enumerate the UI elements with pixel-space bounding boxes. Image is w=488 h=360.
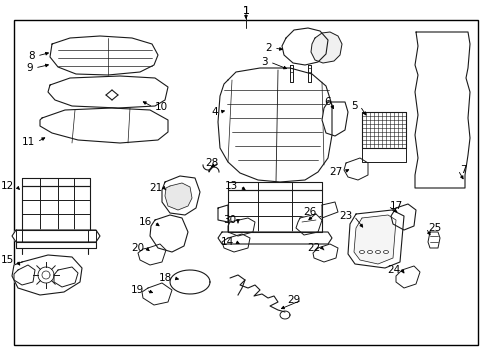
Ellipse shape [375, 251, 380, 253]
Text: 5: 5 [351, 101, 357, 111]
Text: 19: 19 [130, 285, 143, 295]
Polygon shape [361, 148, 405, 162]
Ellipse shape [367, 251, 372, 253]
Ellipse shape [359, 251, 364, 253]
Text: 29: 29 [286, 295, 299, 305]
Polygon shape [162, 176, 200, 215]
Text: 22: 22 [306, 243, 319, 253]
Polygon shape [40, 108, 168, 143]
Polygon shape [16, 242, 96, 248]
Polygon shape [312, 244, 337, 262]
Polygon shape [227, 218, 254, 236]
Text: 9: 9 [26, 63, 33, 73]
Polygon shape [343, 158, 367, 180]
Polygon shape [395, 266, 419, 288]
Text: 24: 24 [386, 265, 399, 275]
Polygon shape [321, 102, 347, 136]
Polygon shape [22, 186, 90, 230]
Text: 1: 1 [242, 6, 249, 16]
Polygon shape [390, 204, 415, 230]
Text: 14: 14 [220, 237, 234, 247]
Text: 13: 13 [224, 181, 238, 191]
Text: 7: 7 [459, 165, 466, 175]
Polygon shape [88, 230, 96, 242]
Polygon shape [138, 244, 165, 265]
Text: 11: 11 [21, 137, 35, 147]
Text: 15: 15 [1, 255, 14, 265]
Polygon shape [218, 205, 227, 222]
Text: 16: 16 [139, 217, 152, 227]
Polygon shape [353, 215, 395, 264]
Polygon shape [361, 112, 405, 148]
Text: 2: 2 [265, 43, 271, 53]
Polygon shape [321, 202, 337, 218]
Polygon shape [54, 267, 78, 287]
Polygon shape [227, 182, 321, 190]
Text: 27: 27 [328, 167, 341, 177]
Polygon shape [218, 232, 331, 244]
Polygon shape [307, 65, 310, 82]
Text: 3: 3 [261, 57, 267, 67]
Text: 12: 12 [1, 181, 14, 191]
Text: 25: 25 [427, 223, 440, 233]
Polygon shape [227, 190, 321, 232]
Text: 20: 20 [131, 243, 143, 253]
Polygon shape [347, 210, 403, 268]
Polygon shape [282, 28, 327, 65]
Ellipse shape [383, 251, 387, 253]
Text: 18: 18 [159, 273, 172, 283]
Polygon shape [150, 215, 187, 252]
Text: 1: 1 [242, 6, 249, 16]
Polygon shape [16, 230, 22, 242]
Polygon shape [295, 214, 321, 235]
Polygon shape [142, 283, 172, 305]
Polygon shape [310, 32, 341, 63]
Polygon shape [48, 76, 168, 108]
Polygon shape [289, 65, 292, 82]
Polygon shape [50, 36, 158, 75]
Text: 4: 4 [211, 107, 218, 117]
Polygon shape [22, 178, 90, 186]
Polygon shape [164, 183, 192, 210]
Text: 28: 28 [204, 158, 218, 168]
Polygon shape [12, 255, 82, 295]
Text: 17: 17 [389, 201, 403, 211]
Polygon shape [12, 230, 100, 242]
Polygon shape [427, 232, 439, 248]
Text: 30: 30 [223, 215, 236, 225]
Text: 26: 26 [302, 207, 315, 217]
Text: 21: 21 [148, 183, 162, 193]
Polygon shape [170, 270, 209, 294]
Polygon shape [222, 234, 249, 252]
Text: 6: 6 [324, 97, 331, 107]
Text: 23: 23 [338, 211, 351, 221]
Text: 8: 8 [28, 51, 35, 61]
Polygon shape [414, 32, 469, 188]
Polygon shape [218, 68, 331, 182]
Polygon shape [14, 265, 35, 285]
Text: 10: 10 [155, 102, 168, 112]
